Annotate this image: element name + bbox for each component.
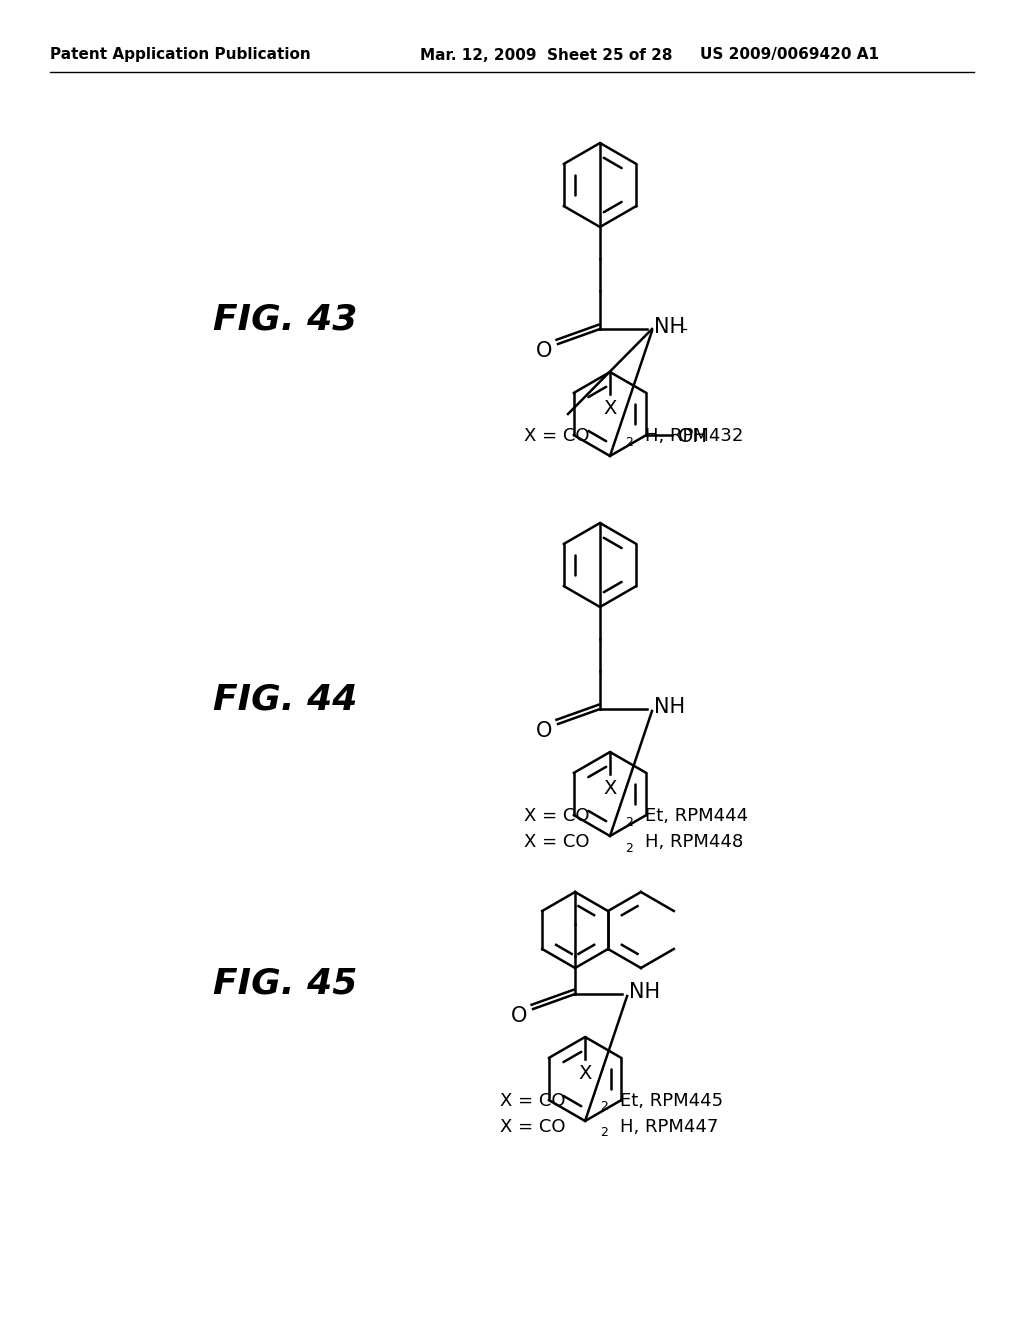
Text: X = CO: X = CO bbox=[524, 807, 590, 825]
Text: X: X bbox=[579, 1064, 592, 1082]
Text: 2: 2 bbox=[625, 816, 633, 829]
Text: Et, RPM445: Et, RPM445 bbox=[621, 1092, 723, 1110]
Text: X = CO: X = CO bbox=[524, 833, 590, 851]
Text: X = CO: X = CO bbox=[500, 1092, 565, 1110]
Text: H, RPM448: H, RPM448 bbox=[645, 833, 743, 851]
Text: NH: NH bbox=[629, 982, 660, 1002]
Text: Et, RPM444: Et, RPM444 bbox=[645, 807, 749, 825]
Text: US 2009/0069420 A1: US 2009/0069420 A1 bbox=[700, 48, 879, 62]
Text: NH: NH bbox=[654, 697, 685, 717]
Text: X: X bbox=[603, 779, 616, 799]
Text: H, RPM447: H, RPM447 bbox=[621, 1118, 719, 1137]
Text: FIG. 43: FIG. 43 bbox=[213, 302, 357, 337]
Text: 2: 2 bbox=[625, 436, 633, 449]
Text: OH: OH bbox=[678, 428, 709, 446]
Text: O: O bbox=[511, 1006, 527, 1026]
Text: H, RPM432: H, RPM432 bbox=[645, 426, 743, 445]
Text: 2: 2 bbox=[600, 1126, 608, 1139]
Text: O: O bbox=[536, 721, 552, 741]
Text: X: X bbox=[603, 399, 616, 418]
Text: Mar. 12, 2009  Sheet 25 of 28: Mar. 12, 2009 Sheet 25 of 28 bbox=[420, 48, 673, 62]
Text: Patent Application Publication: Patent Application Publication bbox=[50, 48, 310, 62]
Text: FIG. 44: FIG. 44 bbox=[213, 682, 357, 715]
Text: X = CO: X = CO bbox=[500, 1118, 565, 1137]
Text: FIG. 45: FIG. 45 bbox=[213, 968, 357, 1001]
Text: X = CO: X = CO bbox=[524, 426, 590, 445]
Text: 2: 2 bbox=[625, 842, 633, 854]
Text: NH: NH bbox=[654, 317, 685, 337]
Text: 2: 2 bbox=[600, 1101, 608, 1114]
Text: O: O bbox=[536, 341, 552, 360]
